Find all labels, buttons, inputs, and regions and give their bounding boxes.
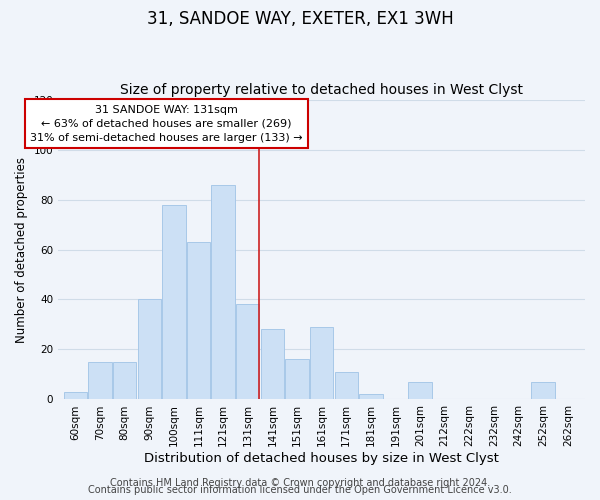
Bar (137, 300, 161, 400)
Bar (113, 362, 136, 400)
Bar (236, 304, 259, 400)
Bar (532, 382, 555, 400)
Text: Contains HM Land Registry data © Crown copyright and database right 2024.: Contains HM Land Registry data © Crown c… (110, 478, 490, 488)
Bar (211, 184, 235, 400)
Bar (88, 362, 112, 400)
Bar (64, 392, 87, 400)
Text: 31, SANDOE WAY, EXETER, EX1 3WH: 31, SANDOE WAY, EXETER, EX1 3WH (146, 10, 454, 28)
Y-axis label: Number of detached properties: Number of detached properties (15, 156, 28, 342)
Text: Contains public sector information licensed under the Open Government Licence v3: Contains public sector information licen… (88, 485, 512, 495)
Text: 31 SANDOE WAY: 131sqm
← 63% of detached houses are smaller (269)
31% of semi-det: 31 SANDOE WAY: 131sqm ← 63% of detached … (30, 104, 303, 142)
Bar (310, 327, 333, 400)
Bar (335, 372, 358, 400)
Bar (187, 242, 210, 400)
Bar (359, 394, 383, 400)
Bar (162, 204, 185, 400)
X-axis label: Distribution of detached houses by size in West Clyst: Distribution of detached houses by size … (144, 452, 499, 465)
Bar (285, 360, 308, 400)
Title: Size of property relative to detached houses in West Clyst: Size of property relative to detached ho… (120, 83, 523, 97)
Bar (260, 330, 284, 400)
Bar (409, 382, 432, 400)
